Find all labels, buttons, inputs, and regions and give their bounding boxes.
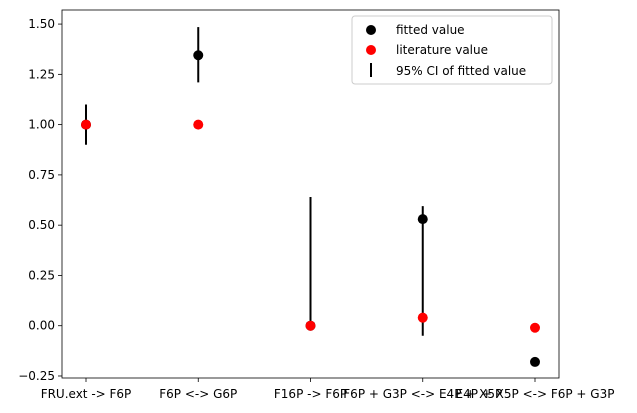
- y-tick-label: 1.00: [28, 118, 55, 132]
- x-tick-label: F16P -> F6P: [274, 387, 347, 401]
- fitted-value-point: [417, 214, 428, 225]
- x-tick-label: E4P + X5P <-> F6P + G3P: [456, 387, 615, 401]
- legend-label-ci: 95% CI of fitted value: [396, 64, 526, 78]
- literature-value-point: [417, 312, 428, 323]
- literature-value-point: [530, 322, 540, 333]
- y-tick-label: 0.50: [28, 218, 55, 232]
- x-tick-label: F6P + G3P <-> E4P + X5P: [343, 387, 502, 401]
- y-tick-label: 0.00: [28, 319, 55, 333]
- legend-marker-fitted-value: [366, 25, 376, 35]
- literature-value-point: [193, 119, 204, 130]
- y-tick-label: 1.25: [28, 67, 55, 81]
- x-axis: FRU.ext -> F6P F6P <-> G6P F16P -> F6PF6P …: [41, 378, 615, 401]
- literature-value-point: [81, 119, 91, 130]
- y-axis: −0.25 0.00 0.25 0.50 0.75 1.00 1.25 1.50: [18, 17, 62, 383]
- points-layer: [81, 50, 540, 367]
- legend-label-fitted-value: fitted value: [396, 23, 465, 37]
- x-tick-label: F6P <-> G6P: [159, 387, 237, 401]
- x-tick-label: FRU.ext -> F6P: [41, 387, 132, 401]
- y-tick-label: 0.25: [28, 268, 55, 282]
- legend-marker-literature-value: [366, 45, 376, 55]
- y-tick-label: 0.75: [28, 168, 55, 182]
- legend: fitted value literature value 95% CI of …: [351, 15, 553, 85]
- legend-box: [351, 15, 553, 85]
- y-tick-label: 1.50: [28, 17, 55, 31]
- y-tick-label: −0.25: [18, 369, 55, 383]
- ci-layer: [85, 27, 536, 365]
- literature-value-point: [305, 320, 316, 331]
- legend-label-literature-value: literature value: [396, 43, 488, 57]
- fitted-value-point: [530, 356, 540, 367]
- fitted-value-point: [193, 50, 204, 61]
